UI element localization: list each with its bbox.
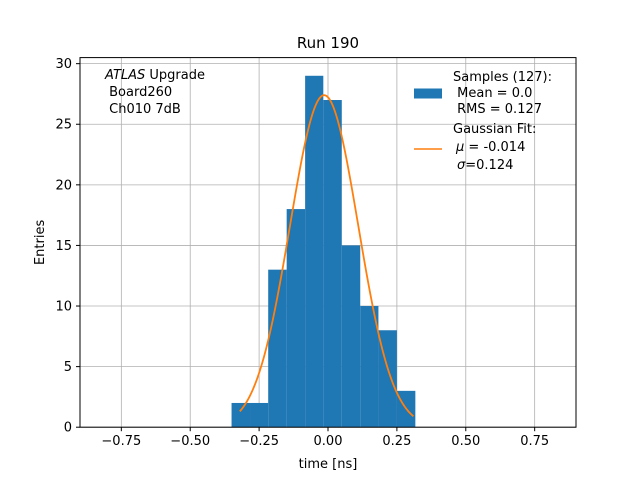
annotation-atlas: ATLAS xyxy=(104,68,145,83)
legend-fit-mu: μ = -0.014 xyxy=(455,140,525,155)
y-tick-label-2: 10 xyxy=(55,300,72,315)
gaussian-fit-curve xyxy=(239,94,415,417)
histogram-bars xyxy=(231,75,416,428)
y-tick-label-1: 5 xyxy=(64,360,72,375)
legend-mu-value: = -0.014 xyxy=(464,140,525,155)
legend-samples-mean: Mean = 0.0 xyxy=(453,86,532,101)
legend: Samples (127): Mean = 0.0 RMS = 0.127 Ga… xyxy=(414,70,552,173)
x-tick-label-5: 0.50 xyxy=(451,434,480,449)
histogram-bar-0 xyxy=(231,402,251,428)
legend-samples-title: Samples (127): xyxy=(453,70,552,85)
y-tick-label-4: 20 xyxy=(55,178,72,193)
legend-mu-symbol: μ xyxy=(455,140,464,155)
x-tick-label-4: 0.25 xyxy=(382,434,411,449)
y-tick-label-6: 30 xyxy=(55,57,72,72)
x-tick-label-6: 0.75 xyxy=(520,434,549,449)
histogram-bar-7 xyxy=(360,306,379,428)
x-tick-label-1: −0.50 xyxy=(170,434,210,449)
y-axis-label: Entries xyxy=(33,220,48,266)
axis-ticks: −0.75 −0.50 −0.25 0.00 0.25 0.50 0.75 0 5 10 15 20 2… xyxy=(55,57,549,449)
annotation-channel: Ch010 7dB xyxy=(105,102,181,117)
histogram-bar-5 xyxy=(323,100,342,428)
x-tick-label-0: −0.75 xyxy=(101,434,141,449)
annotation-upgrade: Upgrade xyxy=(145,68,205,83)
legend-sigma-value: =0.124 xyxy=(465,158,513,173)
histogram-bar-3 xyxy=(286,209,306,428)
annotation-board: Board260 xyxy=(105,85,172,100)
histogram-bar-1 xyxy=(250,402,269,428)
gaussian-fit xyxy=(239,94,415,417)
legend-samples-swatch xyxy=(414,88,442,99)
legend-sigma-symbol: σ xyxy=(457,158,466,173)
histogram-bar-2 xyxy=(268,269,287,428)
y-tick-label-3: 15 xyxy=(55,239,72,254)
x-axis-label: time [ns] xyxy=(299,457,358,472)
legend-fit-sigma: σ=0.124 xyxy=(457,158,513,173)
x-tick-label-3: 0.00 xyxy=(314,434,343,449)
y-tick-label-0: 0 xyxy=(64,421,72,436)
histogram-bar-6 xyxy=(341,245,361,428)
histogram-bar-4 xyxy=(305,75,324,428)
annotation-box: ATLAS Upgrade Board260 Ch010 7dB xyxy=(104,68,205,117)
annotation-line-1: ATLAS Upgrade xyxy=(104,68,205,83)
legend-samples-rms: RMS = 0.127 xyxy=(453,102,542,117)
legend-fit-title: Gaussian Fit: xyxy=(453,122,536,137)
x-tick-label-2: −0.25 xyxy=(239,434,279,449)
chart-title: Run 190 xyxy=(297,34,359,52)
y-tick-label-5: 25 xyxy=(55,118,72,133)
